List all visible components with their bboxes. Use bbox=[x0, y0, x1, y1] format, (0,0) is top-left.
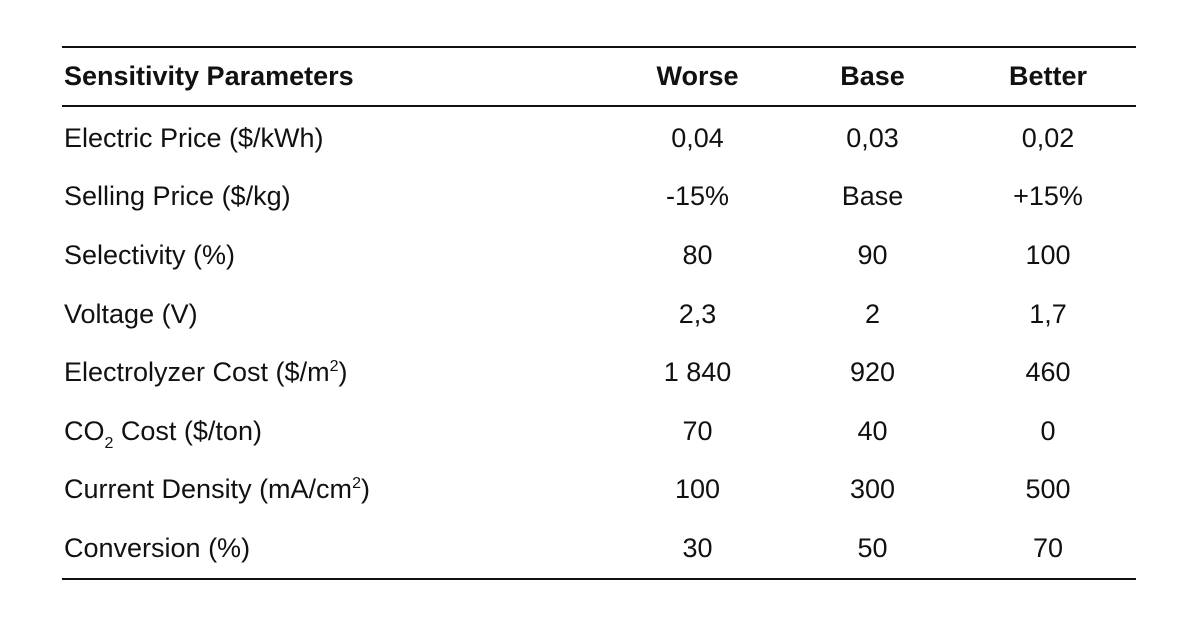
better-cell: 500 bbox=[1025, 474, 1071, 505]
sensitivity-table: Sensitivity Parameters Worse Base Better… bbox=[62, 46, 1136, 580]
worse-cell: 30 bbox=[682, 532, 713, 563]
parameter-subscript: 2 bbox=[104, 434, 114, 452]
better-cell: 460 bbox=[1025, 357, 1071, 388]
table-row: Conversion (%) 30 50 70 bbox=[62, 519, 1136, 579]
header-sensitivity-parameters: Sensitivity Parameters bbox=[64, 61, 354, 91]
parameter-cell: Selectivity (%) bbox=[62, 226, 610, 285]
better-cell: 1,7 bbox=[1029, 298, 1067, 329]
table-row: Electric Price ($/kWh) 0,04 0,03 0,02 bbox=[62, 106, 1136, 168]
base-cell: 2 bbox=[864, 298, 881, 329]
table-row: Voltage (V) 2,3 2 1,7 bbox=[62, 285, 1136, 344]
header-worse: Worse bbox=[656, 61, 739, 91]
better-cell: 0,02 bbox=[1021, 122, 1075, 153]
parameter-cell: Current Density (mA/cm2) bbox=[62, 461, 610, 520]
parameter-label: Electrolyzer Cost ($/m bbox=[64, 357, 330, 388]
parameter-cell: CO2 Cost ($/ton) bbox=[62, 402, 610, 461]
parameter-cell: Selling Price ($/kg) bbox=[62, 168, 610, 227]
table-header-row: Sensitivity Parameters Worse Base Better bbox=[62, 47, 1136, 106]
base-cell: 920 bbox=[849, 357, 896, 388]
table-row: CO2 Cost ($/ton) 70 40 0 bbox=[62, 402, 1136, 461]
header-better: Better bbox=[1008, 61, 1088, 91]
better-cell: 70 bbox=[1032, 532, 1064, 563]
base-cell: 50 bbox=[857, 532, 888, 563]
parameter-superscript: 2 bbox=[352, 475, 361, 493]
sensitivity-table-container: Sensitivity Parameters Worse Base Better… bbox=[62, 46, 1136, 580]
parameter-label: Electric Price ($/kWh) bbox=[64, 122, 324, 153]
parameter-label-suffix: ) bbox=[338, 357, 348, 388]
parameter-label: Voltage (V) bbox=[64, 298, 198, 329]
base-cell: Base bbox=[841, 181, 904, 212]
base-cell: 300 bbox=[849, 474, 896, 505]
parameter-label: Selling Price ($/kg) bbox=[64, 181, 291, 212]
worse-cell: 100 bbox=[674, 474, 721, 505]
table-row: Current Density (mA/cm2) 100 300 500 bbox=[62, 461, 1136, 520]
parameter-label: CO bbox=[64, 415, 105, 446]
parameter-cell: Electrolyzer Cost ($/m2) bbox=[62, 343, 610, 402]
worse-cell: 70 bbox=[682, 415, 713, 446]
parameter-label-suffix: Cost ($/ton) bbox=[113, 415, 262, 446]
better-cell: 0 bbox=[1040, 415, 1056, 446]
worse-cell: 1 840 bbox=[663, 357, 732, 388]
worse-cell: -15% bbox=[665, 181, 730, 212]
parameter-cell: Electric Price ($/kWh) bbox=[62, 106, 610, 168]
parameter-label: Conversion (%) bbox=[64, 532, 251, 563]
header-base: Base bbox=[840, 61, 905, 91]
table-row: Electrolyzer Cost ($/m2) 1 840 920 460 bbox=[62, 343, 1136, 402]
parameter-cell: Conversion (%) bbox=[62, 519, 610, 579]
parameter-superscript: 2 bbox=[329, 358, 339, 376]
table-row: Selectivity (%) 80 90 100 bbox=[62, 226, 1136, 285]
base-cell: 0,03 bbox=[846, 122, 899, 153]
worse-cell: 80 bbox=[682, 239, 713, 270]
worse-cell: 0,04 bbox=[671, 122, 724, 153]
parameter-label: Selectivity (%) bbox=[64, 239, 236, 270]
better-cell: 100 bbox=[1025, 239, 1071, 270]
worse-cell: 2,3 bbox=[678, 298, 717, 329]
better-cell: +15% bbox=[1013, 181, 1083, 212]
base-cell: 40 bbox=[857, 415, 888, 446]
base-cell: 90 bbox=[857, 239, 888, 270]
parameter-label: Current Density (mA/cm bbox=[64, 474, 353, 505]
table-row: Selling Price ($/kg) -15% Base +15% bbox=[62, 168, 1136, 227]
parameter-label-suffix: ) bbox=[360, 474, 370, 505]
parameter-cell: Voltage (V) bbox=[62, 285, 610, 344]
